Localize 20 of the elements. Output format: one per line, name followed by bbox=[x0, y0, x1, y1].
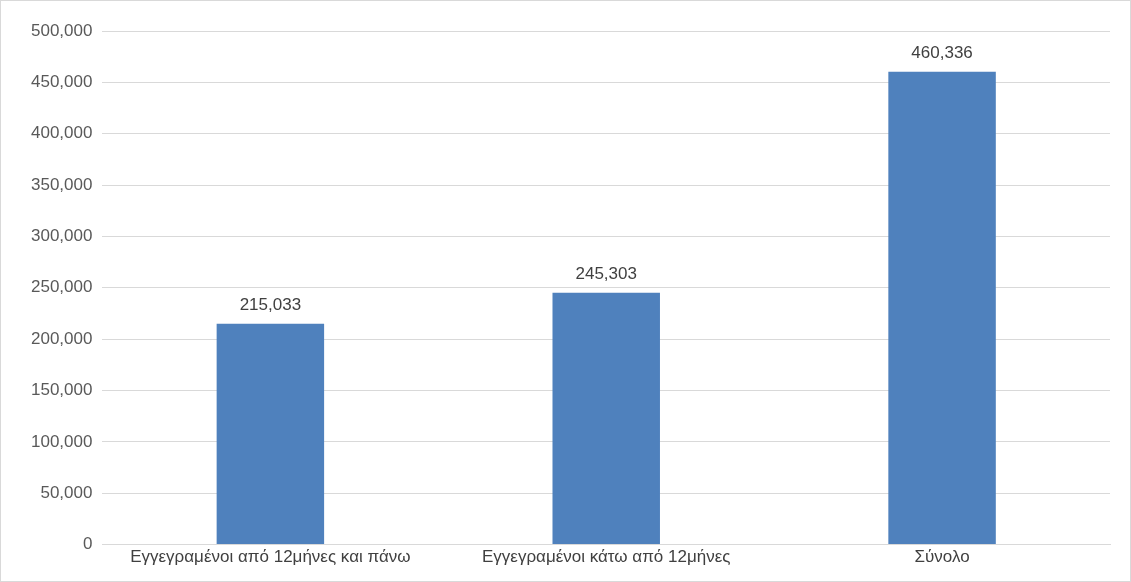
x-tick-label: Εγγεγραμένοι κάτω από 12μήνες bbox=[481, 547, 731, 567]
y-tick-label: 150,000 bbox=[31, 380, 93, 400]
data-label: 245,303 bbox=[575, 263, 637, 283]
data-label: 460,336 bbox=[911, 42, 973, 62]
y-tick-label: 0 bbox=[82, 534, 93, 554]
y-tick-label: 350,000 bbox=[31, 174, 93, 194]
y-tick-label: 200,000 bbox=[31, 328, 93, 348]
x-tick-label: Σύνολο bbox=[914, 547, 970, 567]
y-tick-label: 50,000 bbox=[40, 482, 93, 502]
y-tick-label: 250,000 bbox=[31, 277, 93, 297]
y-tick-label: 400,000 bbox=[31, 123, 93, 143]
x-tick-label: Εγγεγραμένοι από 12μήνες και πάνω bbox=[130, 547, 411, 567]
y-tick-label: 450,000 bbox=[31, 72, 93, 92]
bar bbox=[552, 292, 660, 545]
y-tick-label: 100,000 bbox=[31, 431, 93, 451]
y-tick-label: 300,000 bbox=[31, 226, 93, 246]
bar bbox=[216, 323, 325, 545]
y-tick-label: 500,000 bbox=[31, 20, 93, 40]
bar bbox=[888, 71, 996, 545]
data-label: 215,033 bbox=[239, 294, 302, 314]
